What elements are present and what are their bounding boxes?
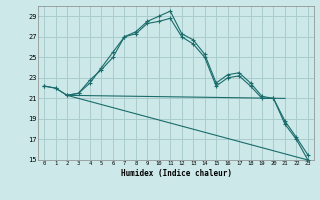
X-axis label: Humidex (Indice chaleur): Humidex (Indice chaleur)	[121, 169, 231, 178]
